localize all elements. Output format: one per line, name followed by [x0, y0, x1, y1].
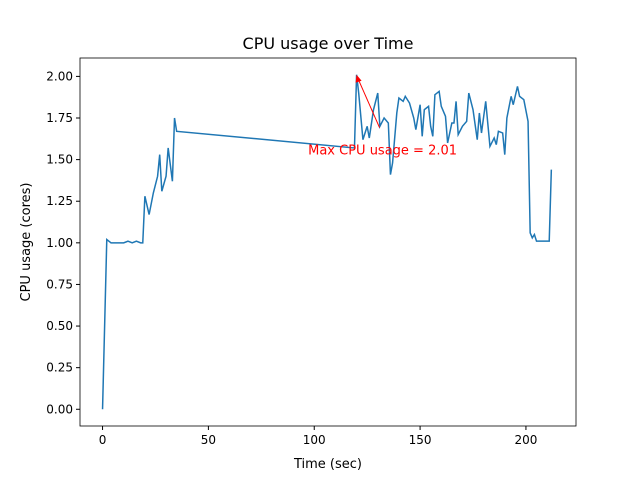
plot-frame — [79, 57, 577, 427]
y-tick-label: 1.50 — [46, 153, 73, 167]
x-tick-label: 100 — [303, 433, 326, 447]
y-tick-label: 0.50 — [46, 319, 73, 333]
y-tick-label: 1.00 — [46, 236, 73, 250]
x-tick-label: 50 — [201, 433, 216, 447]
y-axis-label: CPU usage (cores) — [19, 183, 34, 302]
y-tick-label: 2.00 — [46, 69, 73, 83]
y-tick-label: 0.75 — [46, 277, 73, 291]
x-tick-label: 0 — [99, 433, 107, 447]
x-tick-label: 150 — [409, 433, 432, 447]
y-tick-label: 0.25 — [46, 361, 73, 375]
y-tick-label: 1.25 — [46, 194, 73, 208]
data-line — [101, 74, 553, 410]
x-axis-label: Time (sec) — [293, 457, 362, 472]
annotation: Max CPU usage = 2.01 — [308, 144, 457, 159]
annotation-arrowhead — [355, 74, 362, 83]
chart-title: CPU usage over Time — [243, 34, 414, 53]
x-tick-label: 200 — [514, 433, 537, 447]
y-tick-label: 0.00 — [46, 402, 73, 416]
annotation-arrow — [357, 77, 381, 128]
y-tick-label: 1.75 — [46, 111, 73, 125]
